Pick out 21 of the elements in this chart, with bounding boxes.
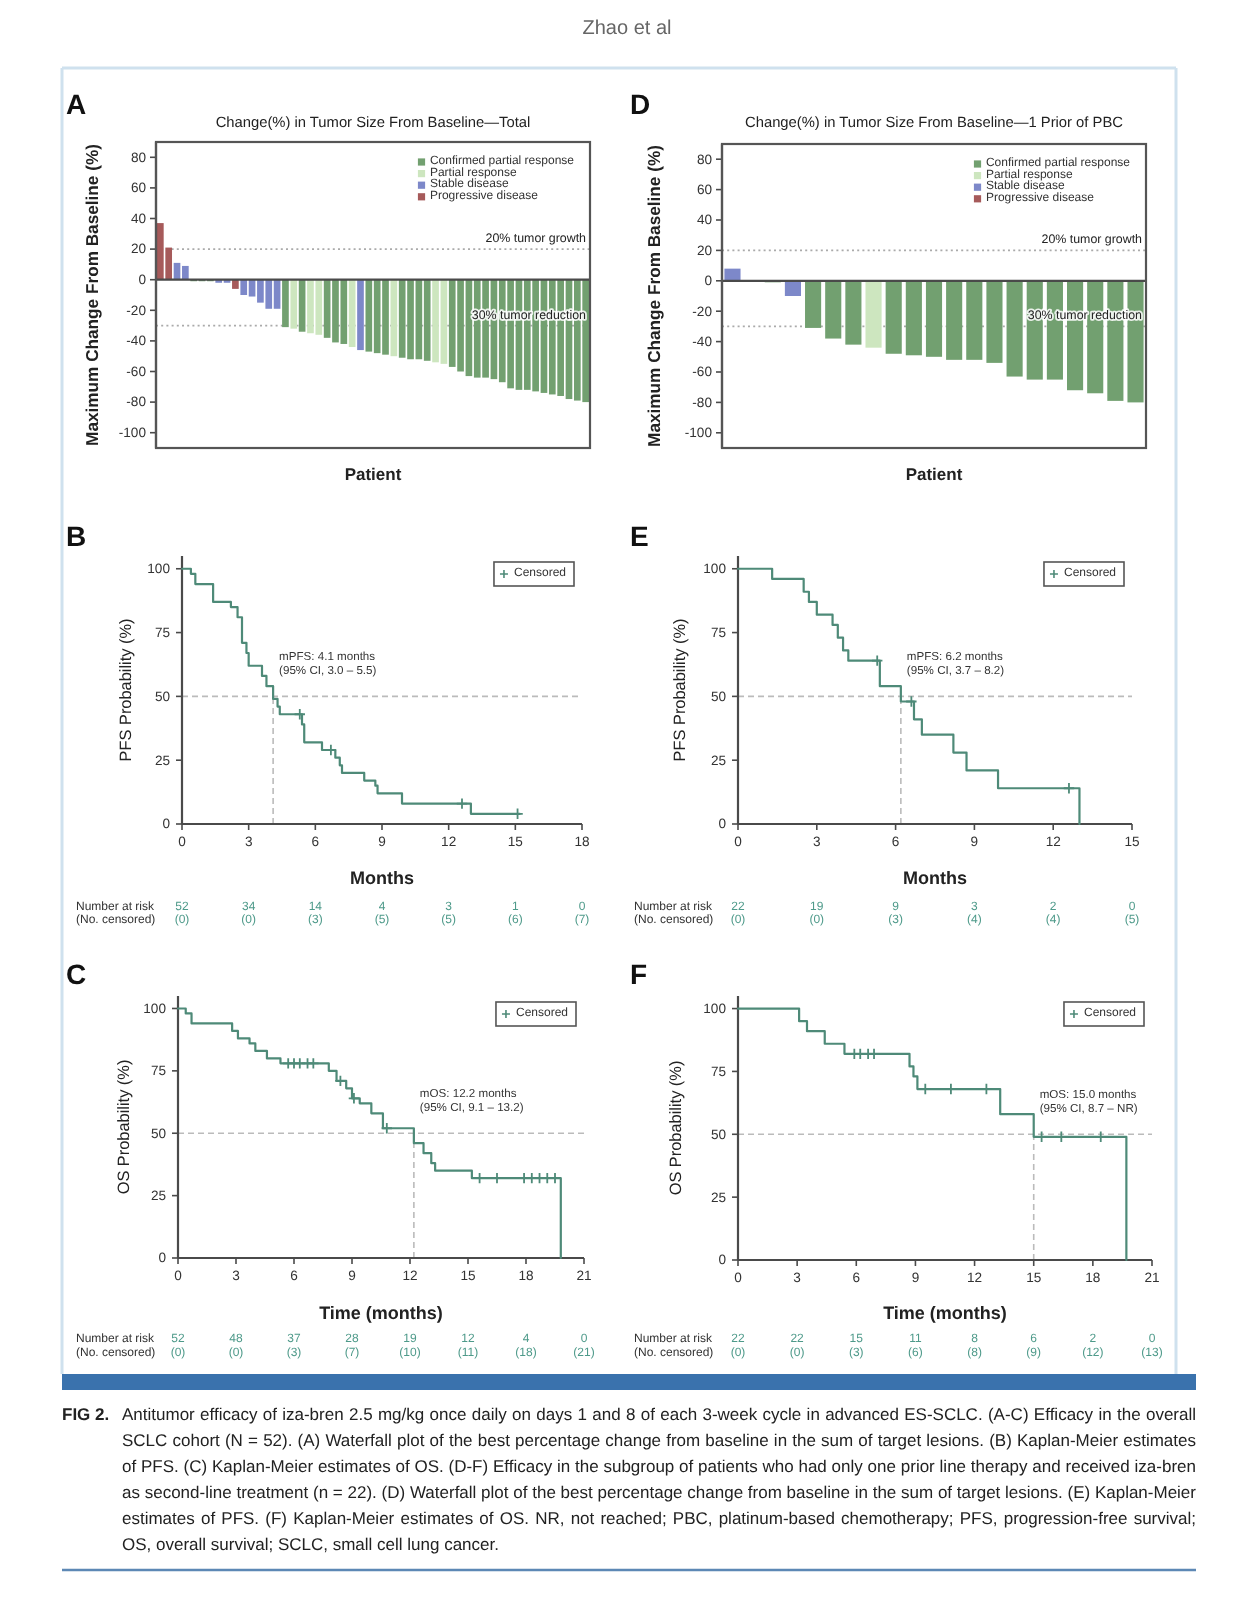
x-axis-title: Patient <box>344 464 402 484</box>
text: B <box>66 520 87 552</box>
y-axis-title: Maximum Change From Baseline (%) <box>82 143 102 446</box>
text: C <box>66 958 87 990</box>
x-axis-title: Months <box>903 868 967 888</box>
y-axis-title: OS Probability (%) <box>667 1060 685 1196</box>
text: F <box>630 958 648 990</box>
x-axis-title: Time (months) <box>883 1303 1007 1323</box>
text: D <box>630 88 651 120</box>
x-axis-title: Time (months) <box>319 1303 443 1323</box>
text: Zhao et al <box>582 18 672 40</box>
x-axis-title: Patient <box>905 464 963 484</box>
caption: FIG 2. <box>62 1402 110 1428</box>
y-axis-title: Maximum Change From Baseline (%) <box>644 144 664 447</box>
text: Antitumor efficacy of iza-bren 2.5 mg/kg once daily on days 1 and 8 of each 3-week cycle in advanced ES-SCLC. (A-C) Efficacy in the overall SCLC cohort (N = 52). (A) Waterfall plot of the best percentage change from baseline in the sum of target lesions. (B) Kaplan-Meier estimates of PFS. (C) Kaplan-Meier estimates of OS. (D-F) Efficacy in the subgroup of patients who had only one prior line therapy and received iza-bren as second-line treatment (n = 22). (D) Waterfall plot of the best percentage change from baseline in the sum of target lesions. (E) Kaplan-Meier estimates of PFS. (F) Kaplan-Meier estimates of OS. NR, not reached; PBC, platinum-based chemotherapy; PFS, progression-free survival; OS, overall survival; SCLC, small cell lung cancer. <box>122 1402 1196 1558</box>
y-axis-title: PFS Probability (%) <box>671 618 689 762</box>
y-axis-title: OS Probability (%) <box>115 1059 133 1195</box>
text: E <box>630 520 649 552</box>
y-axis-title: PFS Probability (%) <box>117 618 135 762</box>
text: A <box>66 88 87 120</box>
x-axis-title: Months <box>350 868 414 888</box>
